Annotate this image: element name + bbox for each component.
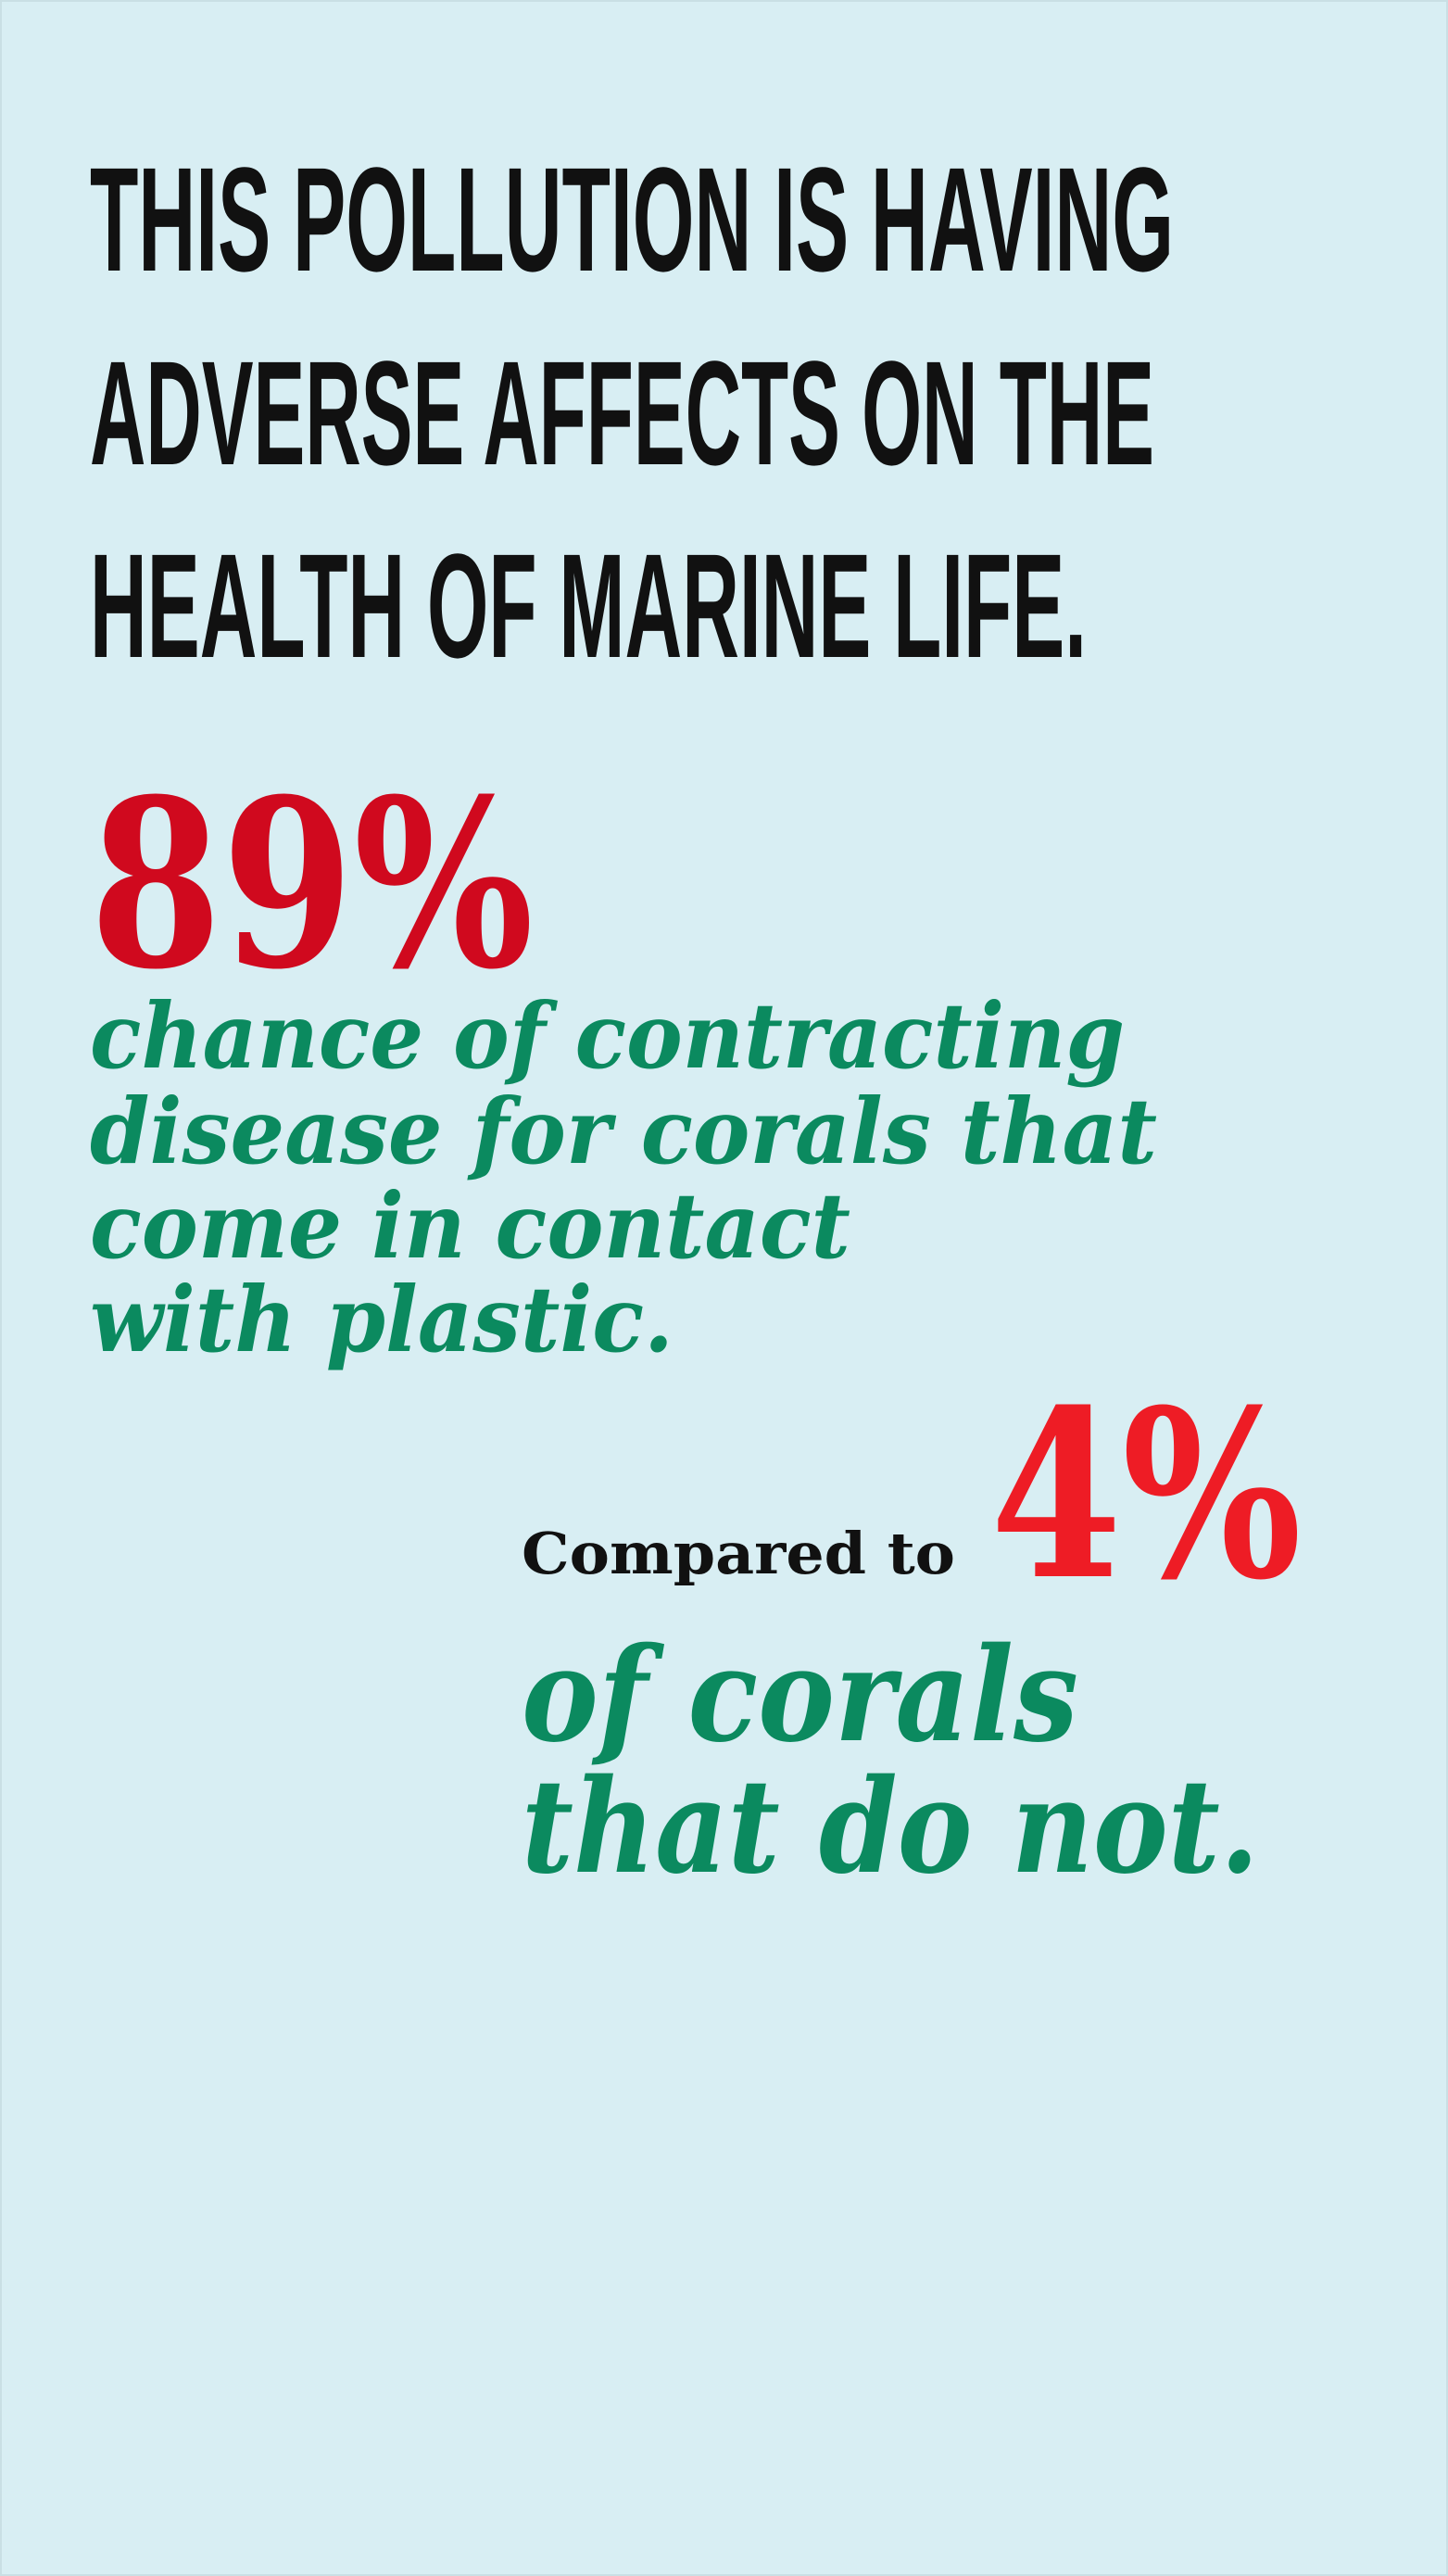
headline-line: ADVERSE AFFECTS ON THE [90, 330, 1154, 496]
stat-caption: disease for corals that [90, 1079, 1157, 1184]
headline-line: HEALTH OF MARINE LIFE. [90, 523, 1087, 688]
stat-caption: of corals [522, 1620, 1078, 1772]
stat-caption: with plastic. [90, 1267, 674, 1372]
compare-lead: Compared to [522, 1520, 955, 1587]
stat-caption: that do not. [522, 1751, 1259, 1903]
stat-caption: chance of contracting [90, 983, 1125, 1089]
stat-figure: 89% [90, 748, 534, 1020]
headline-line: THIS POLLUTION IS HAVING [90, 136, 1174, 302]
stat-figure: 4% [990, 1358, 1302, 1631]
stat-caption: come in contact [90, 1173, 850, 1279]
